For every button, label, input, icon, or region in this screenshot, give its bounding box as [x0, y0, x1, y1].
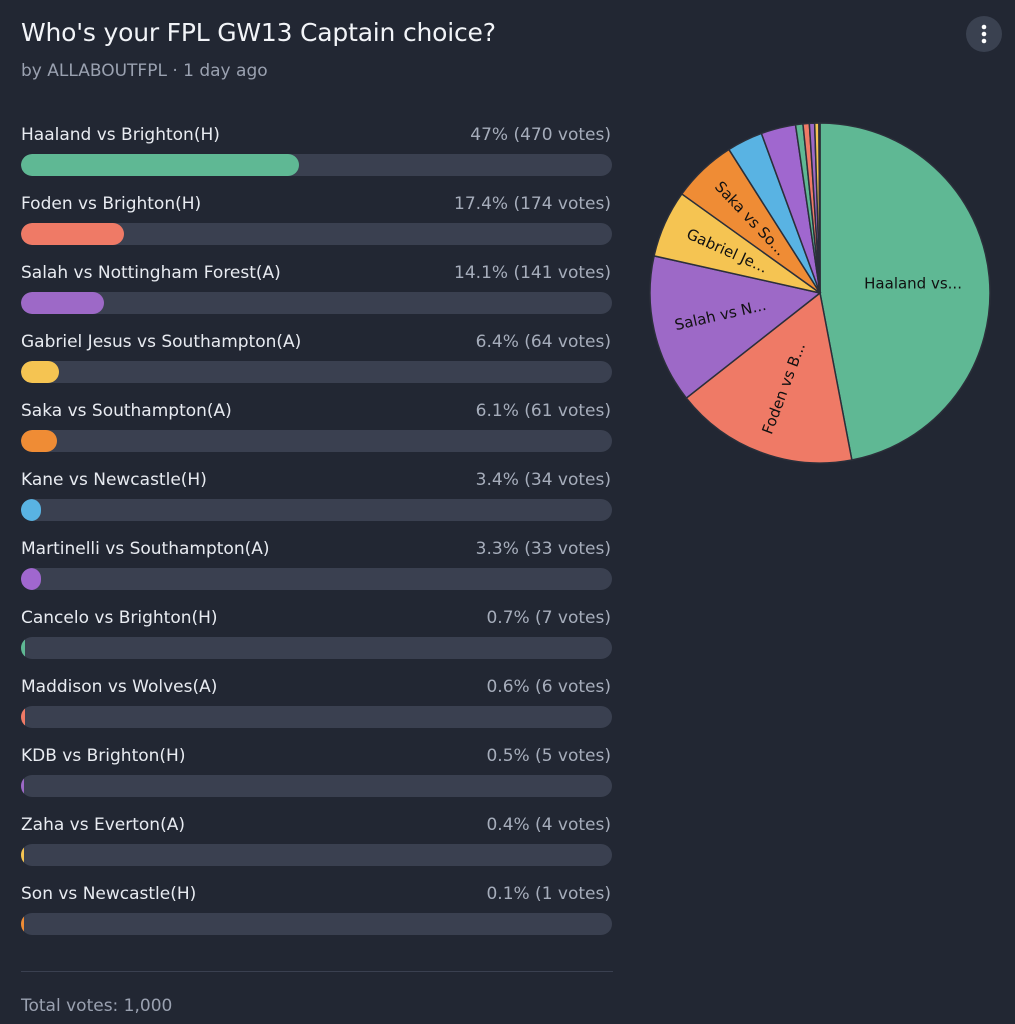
option-label: Son vs Newcastle(H) — [21, 884, 197, 904]
pie-slice — [685, 291, 853, 464]
pie-slice — [819, 122, 991, 461]
option-bar-fill — [21, 844, 24, 866]
option-bar-fill — [21, 361, 59, 383]
option-label: Cancelo vs Brighton(H) — [21, 608, 218, 628]
more-options-button[interactable] — [966, 16, 1002, 52]
poll-option[interactable]: Saka vs Southampton(A) 6.1% (61 votes) — [21, 397, 613, 466]
option-bar-track — [21, 568, 612, 590]
option-percentage: 0.7% (7 votes) — [486, 608, 611, 628]
option-bar-fill — [21, 568, 41, 590]
poll-option[interactable]: Cancelo vs Brighton(H) 0.7% (7 votes) — [21, 604, 613, 673]
option-percentage: 17.4% (174 votes) — [454, 194, 611, 214]
option-bar-track — [21, 844, 612, 866]
option-bar-track — [21, 499, 612, 521]
option-label: Maddison vs Wolves(A) — [21, 677, 218, 697]
option-label: Zaha vs Everton(A) — [21, 815, 185, 835]
poll-option[interactable]: Foden vs Brighton(H) 17.4% (174 votes) — [21, 190, 613, 259]
option-bar-fill — [21, 292, 105, 314]
option-label: Haaland vs Brighton(H) — [21, 125, 220, 145]
option-bar-track — [21, 154, 612, 176]
option-bar-fill — [21, 499, 42, 521]
option-percentage: 0.5% (5 votes) — [486, 746, 611, 766]
option-bar-fill — [21, 154, 299, 176]
poll-option[interactable]: Maddison vs Wolves(A) 0.6% (6 votes) — [21, 673, 613, 742]
poll-option[interactable]: Salah vs Nottingham Forest(A) 14.1% (141 … — [21, 259, 613, 328]
option-percentage: 0.6% (6 votes) — [486, 677, 611, 697]
option-bar-track — [21, 361, 612, 383]
option-bar-track — [21, 292, 612, 314]
poll-options-list: Haaland vs Brighton(H) 47% (470 votes) Fod… — [21, 121, 613, 949]
poll-meta: by ALLABOUTFPL · 1 day ago — [21, 61, 268, 81]
option-bar-track — [21, 913, 612, 935]
option-percentage: 14.1% (141 votes) — [454, 263, 611, 283]
option-percentage: 6.1% (61 votes) — [475, 401, 611, 421]
pie-slice-label: Haaland vs... — [864, 275, 962, 293]
option-percentage: 3.3% (33 votes) — [475, 539, 611, 559]
poll-option[interactable]: Gabriel Jesus vs Southampton(A) 6.4% (64 … — [21, 328, 613, 397]
poll-option[interactable]: Son vs Newcastle(H) 0.1% (1 votes) — [21, 880, 613, 949]
option-bar-track — [21, 775, 612, 797]
option-bar-fill — [21, 430, 58, 452]
option-label: Salah vs Nottingham Forest(A) — [21, 263, 281, 283]
option-bar-fill — [21, 913, 24, 935]
option-label: Saka vs Southampton(A) — [21, 401, 232, 421]
option-bar-fill — [21, 706, 25, 728]
option-bar-fill — [21, 223, 124, 245]
option-label: Gabriel Jesus vs Southampton(A) — [21, 332, 302, 352]
poll-option[interactable]: KDB vs Brighton(H) 0.5% (5 votes) — [21, 742, 613, 811]
option-percentage: 3.4% (34 votes) — [475, 470, 611, 490]
poll-option[interactable]: Martinelli vs Southampton(A) 3.3% (33 vot… — [21, 535, 613, 604]
option-bar-fill — [21, 637, 26, 659]
option-bar-track — [21, 223, 612, 245]
option-percentage: 47% (470 votes) — [470, 125, 611, 145]
option-label: KDB vs Brighton(H) — [21, 746, 186, 766]
option-label: Kane vs Newcastle(H) — [21, 470, 207, 490]
poll-option[interactable]: Haaland vs Brighton(H) 47% (470 votes) — [21, 121, 613, 190]
pie-slice — [649, 255, 822, 400]
poll-option[interactable]: Kane vs Newcastle(H) 3.4% (34 votes) — [21, 466, 613, 535]
option-bar-track — [21, 637, 612, 659]
total-votes: Total votes: 1,000 — [21, 996, 173, 1016]
option-percentage: 6.4% (64 votes) — [475, 332, 611, 352]
divider — [21, 971, 613, 972]
option-label: Foden vs Brighton(H) — [21, 194, 202, 214]
option-bar-track — [21, 706, 612, 728]
pie-slice — [818, 122, 821, 294]
option-percentage: 0.4% (4 votes) — [486, 815, 611, 835]
option-bar-track — [21, 430, 612, 452]
option-label: Martinelli vs Southampton(A) — [21, 539, 270, 559]
option-percentage: 0.1% (1 votes) — [486, 884, 611, 904]
more-vertical-icon — [981, 24, 987, 44]
poll-title: Who's your FPL GW13 Captain choice? — [21, 18, 496, 47]
poll-option[interactable]: Zaha vs Everton(A) 0.4% (4 votes) — [21, 811, 613, 880]
pie-chart: Haaland vs...Foden vs B...Salah vs N...G… — [649, 122, 991, 464]
option-bar-fill — [21, 775, 24, 797]
